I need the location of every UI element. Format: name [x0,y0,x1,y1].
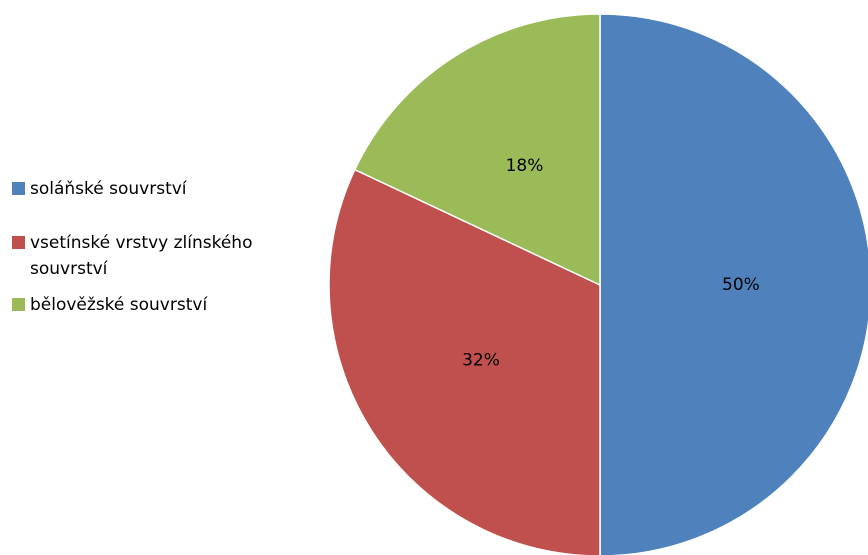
data-label: 32% [462,351,500,371]
legend-swatch [12,236,25,249]
legend-entry: soláňské souvrství [12,176,322,202]
legend-swatch [12,298,25,311]
pie-slice [599,13,868,555]
legend-label: bělověžské souvrství [30,295,208,315]
legend-swatch [12,182,25,195]
legend-label: vsetínské vrstvy zlínského souvrství [30,233,253,279]
data-label: 50% [722,275,760,295]
legend-label: soláňské souvrství [30,179,187,199]
data-label: 18% [506,156,544,176]
pie-slice [353,13,601,287]
pie-slice [328,168,601,555]
legend-entry: vsetínské vrstvy zlínského souvrství [12,230,322,282]
legend-entry: bělověžské souvrství [12,292,322,318]
legend: soláňské souvrství vsetínské vrstvy zlíns… [12,176,322,346]
